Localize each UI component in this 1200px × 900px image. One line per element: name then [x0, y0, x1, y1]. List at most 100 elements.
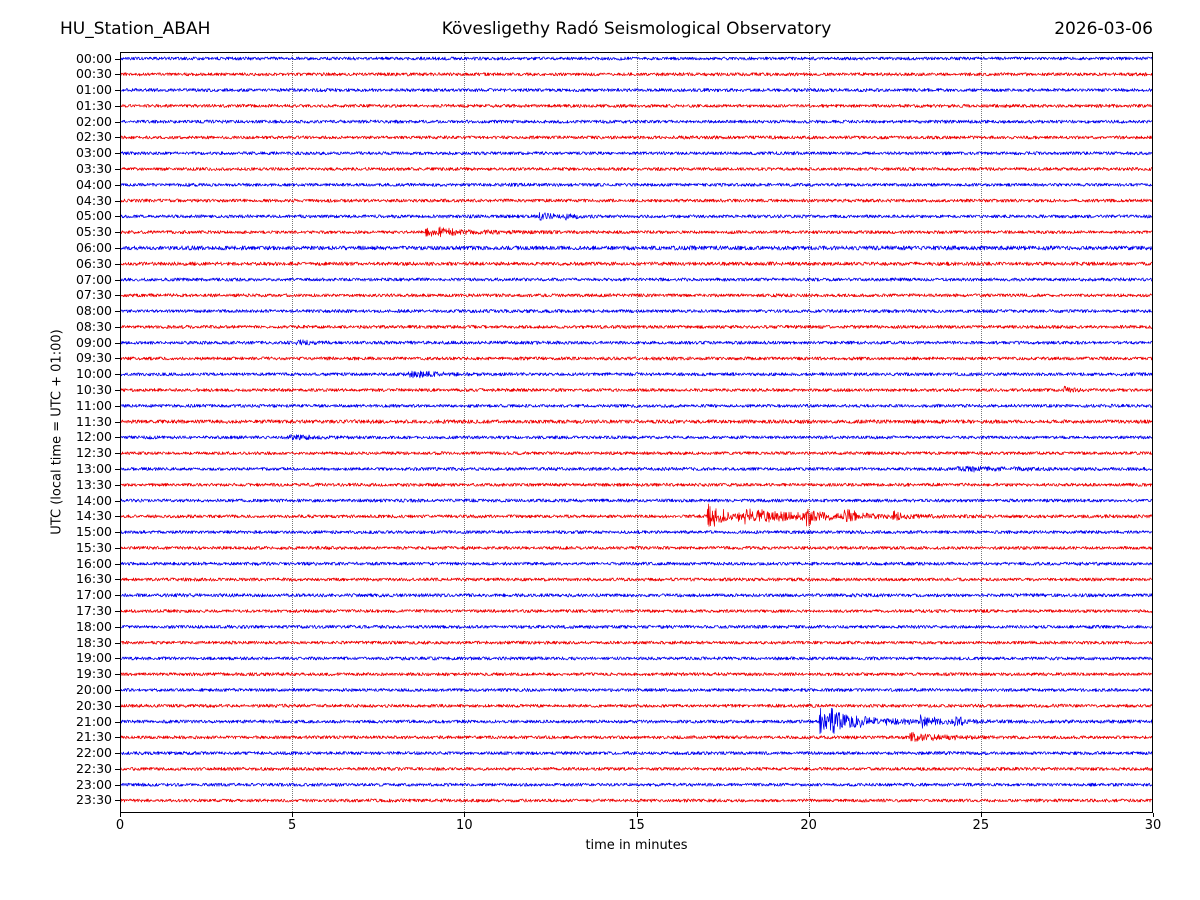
y-tick-label: 20:00 [75, 681, 112, 697]
y-tick [115, 58, 120, 60]
y-tick-label: 19:00 [75, 650, 112, 666]
y-tick-label: 09:00 [75, 334, 112, 350]
y-tick [115, 421, 120, 423]
y-tick-label: 16:00 [75, 555, 112, 571]
x-tick-label: 10 [456, 818, 473, 833]
y-tick-label: 20:30 [75, 697, 112, 713]
y-tick-label: 00:00 [75, 50, 112, 66]
x-tick [1153, 813, 1154, 817]
y-tick-label: 06:30 [75, 255, 112, 271]
y-tick [115, 121, 120, 123]
y-tick [115, 263, 120, 265]
y-tick [115, 468, 120, 470]
y-tick [115, 374, 120, 376]
y-tick [115, 611, 120, 613]
y-tick [115, 342, 120, 344]
y-tick [115, 453, 120, 455]
y-tick [115, 295, 120, 297]
x-tick-label: 30 [1144, 818, 1162, 833]
y-tick-label: 09:30 [75, 350, 112, 366]
y-tick-label: 22:00 [75, 745, 112, 761]
y-tick-label: 02:30 [75, 129, 112, 145]
y-tick-label: 22:30 [75, 760, 112, 776]
y-tick [115, 753, 120, 755]
y-tick-label: 13:00 [75, 460, 112, 476]
y-tick-label: 01:00 [75, 82, 112, 98]
y-tick [115, 579, 120, 581]
y-tick-label: 08:30 [75, 318, 112, 334]
y-tick-label: 13:30 [75, 476, 112, 492]
y-tick-label: 00:30 [75, 66, 112, 82]
x-tick-label: 5 [288, 818, 297, 833]
y-tick [115, 153, 120, 155]
y-tick-label: 14:00 [75, 492, 112, 508]
y-tick [115, 74, 120, 76]
station-title: HU_Station_ABAH [60, 19, 211, 39]
y-tick-label: 05:00 [75, 208, 112, 224]
x-tick-label: 15 [628, 818, 645, 833]
y-tick [115, 626, 120, 628]
y-tick-label: 07:00 [75, 271, 112, 287]
y-tick-label: 10:00 [75, 366, 112, 382]
y-tick [115, 311, 120, 313]
y-tick-label: 03:00 [75, 145, 112, 161]
y-tick-label: 21:00 [75, 713, 112, 729]
y-tick [115, 216, 120, 218]
y-tick [115, 768, 120, 770]
x-tick [292, 813, 294, 817]
x-tick [464, 813, 466, 817]
y-tick [115, 105, 120, 107]
x-tick [808, 813, 810, 817]
x-axis-label: time in minutes [585, 838, 688, 853]
x-tick-label: 20 [800, 818, 817, 833]
y-tick-label: 06:00 [75, 239, 112, 255]
y-tick-label: 12:30 [75, 445, 112, 461]
y-tick [115, 800, 120, 802]
y-tick [115, 500, 120, 502]
y-tick-label: 04:30 [75, 192, 112, 208]
y-tick [115, 90, 120, 92]
y-tick-label: 16:30 [75, 571, 112, 587]
y-tick-label: 15:00 [75, 524, 112, 540]
y-tick-label: 05:30 [75, 224, 112, 240]
y-tick-label: 08:00 [75, 303, 112, 319]
y-tick-label: 21:30 [75, 729, 112, 745]
y-tick [115, 405, 120, 407]
y-tick-label: 19:30 [75, 666, 112, 682]
x-tick-label: 0 [115, 818, 125, 833]
x-tick [636, 813, 638, 817]
y-tick [115, 326, 120, 328]
y-tick [115, 563, 120, 565]
y-tick-label: 07:30 [75, 287, 112, 303]
x-tick-label: 25 [972, 818, 990, 833]
y-tick-label: 11:30 [75, 413, 112, 429]
y-tick-label: 02:00 [75, 113, 112, 129]
y-tick-label: 15:30 [75, 539, 112, 555]
y-tick-label: 18:00 [75, 618, 112, 634]
y-tick [115, 658, 120, 660]
y-tick [115, 169, 120, 170]
y-tick-label: 11:00 [75, 397, 112, 413]
y-tick-label: 17:30 [75, 603, 112, 619]
y-tick [115, 721, 120, 723]
y-tick [115, 184, 120, 186]
y-tick-label: 12:00 [75, 429, 112, 445]
y-tick [115, 516, 120, 518]
x-tick [120, 813, 121, 817]
y-tick [115, 674, 120, 676]
y-tick [115, 532, 120, 534]
y-tick-label: 14:30 [75, 508, 112, 524]
y-tick-label: 18:30 [75, 634, 112, 650]
y-tick [115, 390, 120, 392]
y-tick [115, 247, 120, 249]
helicorder-traces-canvas [120, 52, 1153, 813]
y-tick [115, 705, 120, 707]
y-tick-label: 10:30 [75, 382, 112, 398]
date-title: 2026-03-06 [1054, 19, 1153, 39]
y-tick [115, 484, 120, 486]
y-tick-label: 23:00 [75, 776, 112, 792]
y-tick [115, 437, 120, 439]
y-tick-label: 17:00 [75, 587, 112, 603]
y-tick-label: 04:00 [75, 176, 112, 192]
